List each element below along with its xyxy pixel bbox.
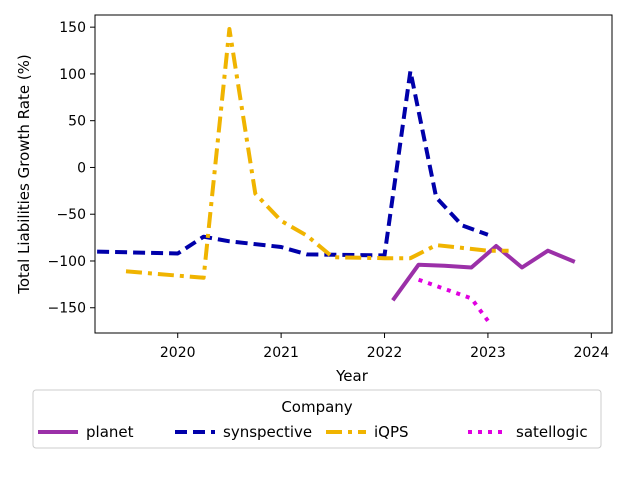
legend-label-iqps: iQPS bbox=[374, 423, 409, 441]
x-axis-title: Year bbox=[335, 367, 369, 385]
y-tick-label: 0 bbox=[77, 160, 86, 176]
x-tick-label: 2023 bbox=[470, 345, 506, 361]
y-tick-label: 50 bbox=[68, 114, 86, 130]
series-line-satellogic bbox=[417, 277, 490, 322]
legend: Company planet synspective iQPS satellogic bbox=[32, 389, 602, 449]
y-tick-label: −50 bbox=[56, 207, 86, 223]
x-axis: 2020 2021 2022 2023 2024 bbox=[160, 333, 609, 361]
series-line-iqps bbox=[125, 27, 509, 280]
x-tick-label: 2021 bbox=[263, 345, 299, 361]
legend-label-satellogic: satellogic bbox=[516, 423, 588, 441]
y-axis: −150 −100 −50 0 50 100 150 bbox=[48, 20, 95, 317]
legend-items: planet synspective iQPS satellogic bbox=[38, 423, 588, 441]
y-tick-label: 150 bbox=[59, 20, 86, 36]
y-tick-label: −150 bbox=[48, 301, 86, 317]
legend-label-planet: planet bbox=[86, 423, 134, 441]
y-axis-title: Total Liabilities Growth Rate (%) bbox=[15, 54, 33, 295]
series-line-synspective bbox=[97, 69, 489, 258]
x-tick-label: 2022 bbox=[367, 345, 403, 361]
series-layer bbox=[97, 27, 576, 322]
x-tick-label: 2024 bbox=[573, 345, 609, 361]
y-tick-label: −100 bbox=[48, 254, 86, 270]
legend-label-synspective: synspective bbox=[223, 423, 312, 441]
series-line-planet bbox=[391, 244, 576, 302]
x-tick-label: 2020 bbox=[160, 345, 196, 361]
legend-title: Company bbox=[281, 398, 352, 416]
plot-area-frame bbox=[94, 14, 613, 334]
y-tick-label: 100 bbox=[59, 67, 86, 83]
